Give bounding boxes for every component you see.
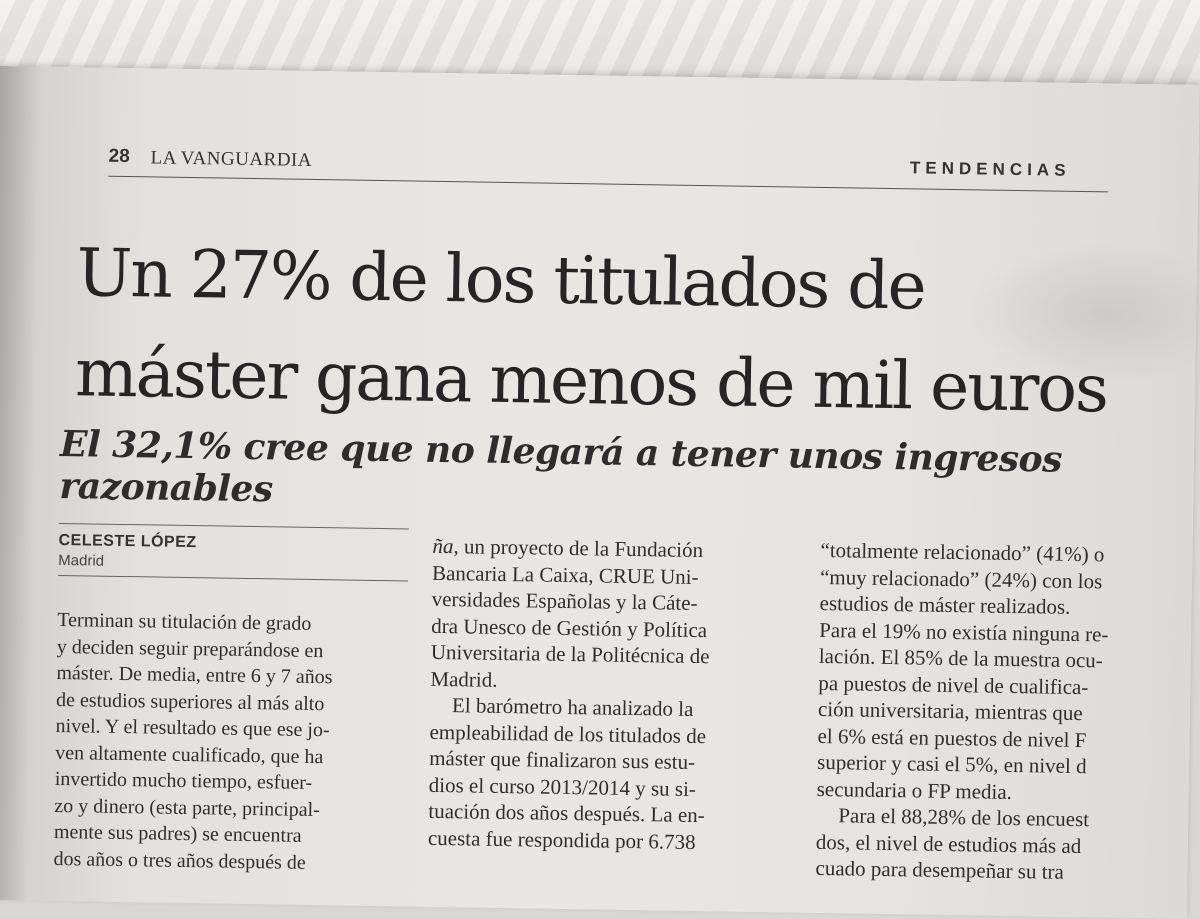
text-line: cuado para desempeñar su tra [815,855,1065,884]
column-1-paragraph: Terminan su titulación de grado y decide… [53,607,407,877]
newspaper-page: 28 LA VANGUARDIA TENDENCIAS Un 27% de lo… [0,66,1200,919]
article-headline: Un 27% de los titulados de máster gana m… [74,223,1177,440]
running-header: 28 LA VANGUARDIA TENDENCIAS [108,145,1109,193]
article-column-1: Terminan su titulación de grado y decide… [53,607,407,877]
byline: CELESTE LÓPEZ Madrid [57,522,409,582]
text-line: cuesta fue respondida por 6.738 [427,825,696,854]
page-number: 28 [108,145,130,168]
headline-line-1: Un 27% de los titulados de [76,234,926,325]
section-name: TENDENCIAS [909,158,1071,180]
text-line: dos años o tres años después de [53,847,306,874]
column-2-paragraph-1: ña, un proyecto de la Fundación Bancaria… [430,533,812,698]
article-subheadline: El 32,1% cree que no llegará a tener uno… [59,422,1063,511]
column-3-paragraph-1: “totalmente relacionado” (41%) o “muy re… [817,537,1200,808]
page-edge-shadow [0,66,40,901]
headline-line-2: máster gana menos de mil euros [74,334,1108,428]
publication-name: LA VANGUARDIA [150,147,313,171]
column-3-paragraph-2: Para el 88,28% de los encuest dos, el ni… [815,802,1196,887]
text-fragment: un proyecto de la Fundación [458,534,704,563]
column-2-paragraph-2: El barómetro ha analizado la empleabilid… [428,692,810,857]
dateline-city: Madrid [58,551,105,570]
italic-word: ña, [432,533,459,559]
article-column-3: “totalmente relacionado” (41%) o “muy re… [815,537,1200,887]
article-column-2: ña, un proyecto de la Fundación Bancaria… [428,533,813,857]
